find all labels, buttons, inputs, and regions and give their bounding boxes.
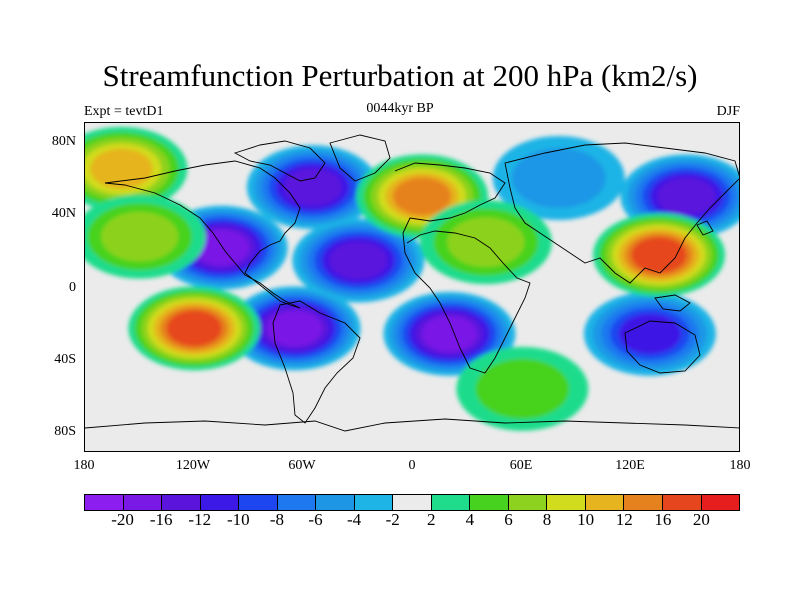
lat-tick-label: 80S <box>54 424 76 439</box>
colorbar-swatch <box>470 495 509 510</box>
contour-region <box>393 177 452 216</box>
colorbar-label: 2 <box>427 510 436 529</box>
colorbar-label: -4 <box>347 510 362 529</box>
colorbar-label: -2 <box>385 510 400 529</box>
colorbar-swatch <box>162 495 201 510</box>
period-label: 0044kyr BP <box>366 101 434 116</box>
contour-region <box>266 310 323 347</box>
colorbar-label: 8 <box>542 510 552 529</box>
contour-region <box>90 148 153 190</box>
lat-tick-label: 40S <box>54 352 76 367</box>
colorbar-swatch <box>508 495 548 510</box>
contour-region <box>447 217 525 268</box>
contour-region <box>618 313 681 355</box>
contour-region <box>475 358 570 419</box>
colorbar-swatch <box>547 495 586 510</box>
contour-region <box>166 310 222 347</box>
colorbar-swatch <box>624 495 663 510</box>
contour-field <box>85 126 739 432</box>
colorbar-label: 10 <box>577 510 595 529</box>
contour-region <box>657 177 716 216</box>
lat-tick-label: 80N <box>51 134 76 149</box>
lon-tick-label: 60E <box>509 458 533 473</box>
colorbar-label: -20 <box>111 510 134 529</box>
page-title: Streamfunction Perturbation at 200 hPa (… <box>102 58 698 93</box>
colorbar-swatch <box>701 495 740 510</box>
season-label: DJF <box>716 104 740 119</box>
lon-tick-label: 60W <box>288 458 316 473</box>
coastlines <box>85 134 739 432</box>
lat-tick-label: 0 <box>69 280 76 295</box>
colorbar-label: 16 <box>654 510 672 529</box>
colorbar-label: -8 <box>269 510 285 529</box>
contour-region <box>421 315 478 352</box>
colorbar-label: -12 <box>188 510 212 529</box>
lon-tick-label: 180 <box>729 458 751 473</box>
lon-tick-label: 120W <box>175 458 211 473</box>
colorbar-swatch <box>662 495 702 510</box>
colorbar-label: 20 <box>692 510 710 529</box>
colorbar-swatch <box>393 495 432 510</box>
colorbar-swatch <box>239 495 278 510</box>
map-panel <box>84 122 740 452</box>
colorbar-swatch <box>200 495 240 510</box>
contour-region <box>631 237 687 273</box>
colorbar-swatch <box>277 495 317 510</box>
lon-tick-label: 0 <box>408 458 416 473</box>
colorbar-swatch <box>123 495 163 510</box>
colorbar-swatch <box>354 495 394 510</box>
colorbar-swatch <box>585 495 625 510</box>
colorbar-swatch <box>85 495 124 510</box>
colorbar-swatch <box>316 495 355 510</box>
lon-tick-label: 120E <box>615 458 645 473</box>
contour-region <box>511 148 606 208</box>
colorbar-label: 6 <box>504 510 513 529</box>
contour-region <box>194 229 250 266</box>
colorbar-label: -10 <box>227 510 250 529</box>
colorbar-label: -16 <box>149 510 173 529</box>
experiment-label: Expt = tevtD1 <box>84 104 164 119</box>
colorbar-label: -6 <box>308 510 323 529</box>
lon-tick-label: 180 <box>73 458 95 473</box>
colorbar-label: 12 <box>615 510 633 529</box>
contour-region <box>283 168 342 207</box>
contour-region <box>329 241 388 280</box>
colorbar-label: 4 <box>465 510 475 529</box>
colorbar-swatch <box>431 495 471 510</box>
lat-tick-label: 40N <box>51 206 76 221</box>
contour-region <box>101 211 179 262</box>
colorbar <box>84 494 740 511</box>
